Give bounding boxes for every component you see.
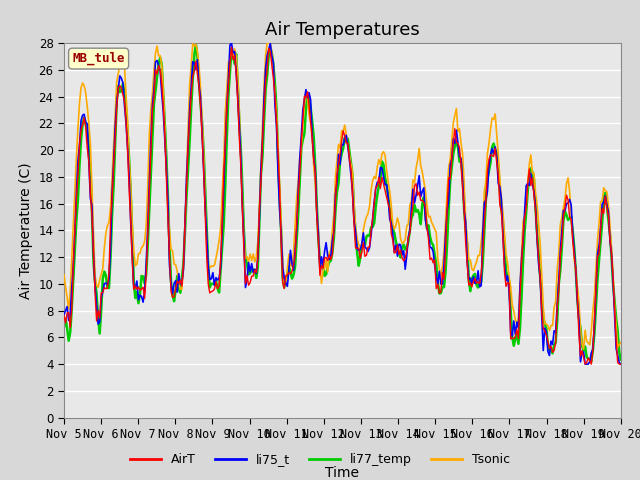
li77_temp	[617, 357, 625, 362]
Tsonic	[263, 40, 271, 46]
AirT	[228, 44, 236, 50]
li75_t	[617, 361, 625, 367]
Line: li75_t: li75_t	[64, 43, 621, 364]
AirT	[60, 313, 68, 319]
Title: Air Temperatures: Air Temperatures	[265, 21, 420, 39]
Legend: AirT, li75_t, li77_temp, Tsonic: AirT, li75_t, li77_temp, Tsonic	[125, 448, 515, 471]
li75_t	[129, 252, 136, 258]
li77_temp	[305, 96, 313, 101]
li75_t	[226, 42, 234, 48]
AirT	[305, 102, 313, 108]
li77_temp	[228, 47, 236, 52]
li75_t	[228, 40, 236, 46]
li75_t	[589, 347, 596, 352]
AirT	[246, 280, 254, 286]
Line: Tsonic: Tsonic	[64, 43, 621, 349]
AirT	[581, 361, 589, 367]
Tsonic	[617, 340, 625, 346]
AirT	[617, 361, 625, 367]
AirT	[129, 259, 136, 264]
Line: li77_temp: li77_temp	[64, 43, 621, 361]
AirT	[589, 347, 596, 353]
Tsonic	[580, 346, 588, 352]
Tsonic	[129, 222, 136, 228]
Line: AirT: AirT	[64, 47, 621, 364]
li77_temp	[129, 231, 136, 237]
li77_temp	[192, 40, 200, 46]
li75_t	[581, 361, 589, 367]
Tsonic	[60, 272, 68, 277]
Tsonic	[244, 259, 252, 264]
li75_t	[60, 312, 68, 317]
Tsonic	[254, 239, 262, 244]
li77_temp	[588, 359, 595, 364]
li77_temp	[255, 216, 263, 222]
li75_t	[305, 90, 313, 96]
AirT	[255, 205, 263, 211]
li75_t	[255, 214, 263, 220]
Y-axis label: Air Temperature (C): Air Temperature (C)	[19, 162, 33, 299]
li75_t	[246, 269, 254, 275]
X-axis label: Time: Time	[325, 466, 360, 480]
Tsonic	[589, 308, 596, 314]
li77_temp	[589, 347, 596, 353]
AirT	[226, 61, 234, 67]
Text: MB_tule: MB_tule	[72, 52, 125, 65]
li77_temp	[246, 270, 254, 276]
li77_temp	[60, 324, 68, 330]
Tsonic	[305, 112, 313, 118]
Tsonic	[226, 57, 234, 62]
